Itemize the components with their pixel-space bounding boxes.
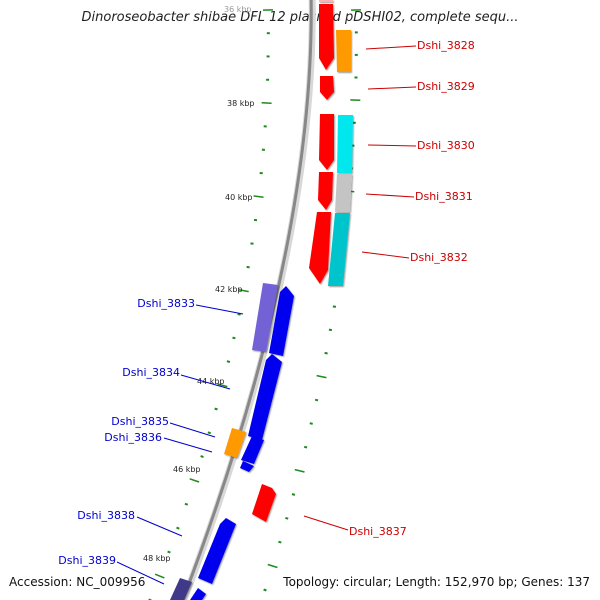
tick-mark (238, 289, 249, 293)
kbp-label-46: 46 kbp (173, 465, 201, 474)
tick-mark (176, 526, 180, 530)
gene-block-teal[interactable] (328, 213, 350, 286)
tick-mark (217, 383, 228, 388)
gene-block-orange-2[interactable] (224, 428, 246, 458)
gene-label-dshi-3831[interactable]: Dshi_3831 (415, 190, 473, 203)
map-title: Dinoroseobacter shibae DFL 12 plasmid pD… (81, 10, 519, 25)
gene-label-dshi-3834[interactable]: Dshi_3834 (122, 366, 180, 379)
gene-label-dshi-3837[interactable]: Dshi_3837 (349, 525, 407, 538)
gene-labels: Dshi_3828 Dshi_3829 Dshi_3830 Dshi_3831 … (58, 39, 474, 567)
gene-label-dshi-3832[interactable]: Dshi_3832 (410, 251, 468, 264)
gene-arrow-red-5[interactable] (318, 172, 333, 210)
gene-label-dshi-3829[interactable]: Dshi_3829 (417, 80, 475, 93)
gene-label-dshi-3830[interactable]: Dshi_3830 (417, 139, 475, 152)
gene-block-orange-1[interactable] (336, 30, 351, 72)
tick-mark (189, 478, 200, 483)
tick-mark (200, 455, 204, 458)
tick-mark (316, 374, 327, 379)
tick-mark (278, 540, 282, 544)
tick-mark (167, 550, 171, 554)
leader-dshi-3834 (180, 374, 231, 390)
leader-dshi-3828 (365, 45, 417, 50)
gene-label-dshi-3836[interactable]: Dshi_3836 (104, 431, 162, 444)
leader-dshi-3832 (361, 251, 410, 259)
kbp-label-44: 44 kbp (197, 377, 225, 386)
gene-arrow-blue-6[interactable] (190, 588, 206, 600)
leader-dshi-3833 (195, 304, 244, 315)
gene-arrow-red-6[interactable] (309, 212, 331, 284)
tick-mark (261, 102, 272, 105)
kbp-label-40: 40 kbp (225, 193, 253, 202)
tick-mark (328, 328, 333, 332)
tick-mark (207, 431, 211, 435)
leader-dshi-3831 (365, 193, 415, 198)
tick-mark (246, 265, 250, 269)
leader-dshi-3837 (303, 515, 349, 531)
gene-arrow-red-4[interactable] (319, 114, 334, 170)
gene-arrow-blue-3[interactable] (241, 436, 264, 464)
tick-mark (294, 468, 305, 473)
accession-label: Accession: NC_009956 (9, 575, 146, 589)
tick-mark (309, 422, 313, 425)
tick-mark (324, 351, 328, 355)
gene-block-purple[interactable] (252, 283, 278, 352)
kbp-scale-labels: 36 kbp 38 kbp 40 kbp 42 kbp 44 kbp 46 kb… (143, 5, 255, 563)
tick-mark (253, 195, 264, 198)
gene-arrow-blue-4[interactable] (240, 461, 254, 472)
kbp-label-48: 48 kbp (143, 554, 171, 563)
gene-label-dshi-3833[interactable]: Dshi_3833 (137, 297, 195, 310)
reverse-strand-genes (170, 283, 294, 600)
leader-dshi-3838 (136, 516, 183, 537)
tick-mark (263, 588, 267, 592)
gene-arrow-red-1[interactable] (319, 0, 333, 2)
leader-dshi-3830 (367, 144, 417, 147)
gene-block-gray[interactable] (335, 174, 352, 212)
tick-mark (226, 360, 231, 363)
leader-dshi-3835 (169, 422, 216, 438)
gene-arrow-blue-5[interactable] (198, 518, 236, 584)
gene-arrow-blue-2[interactable] (248, 354, 282, 440)
tick-mark (332, 305, 337, 308)
forward-strand-genes (252, 0, 353, 522)
gene-arrow-blue-1[interactable] (269, 286, 294, 356)
gene-label-dshi-3835[interactable]: Dshi_3835 (111, 415, 169, 428)
leader-dshi-3839 (116, 561, 165, 585)
gene-block-dark-purple[interactable] (170, 578, 192, 600)
tick-mark (303, 445, 308, 449)
label-leaders (116, 45, 417, 585)
gene-label-dshi-3838[interactable]: Dshi_3838 (77, 509, 135, 522)
tick-mark (184, 502, 189, 506)
gene-block-cyan[interactable] (337, 115, 353, 173)
kbp-label-42: 42 kbp (215, 285, 243, 294)
backbone (181, 0, 313, 600)
tick-mark (267, 563, 278, 569)
tick-mark (154, 573, 165, 579)
gene-arrow-red-7[interactable] (252, 484, 276, 522)
gene-arrow-red-3[interactable] (320, 76, 334, 100)
gene-label-dshi-3828[interactable]: Dshi_3828 (417, 39, 475, 52)
gene-arrow-red-2[interactable] (319, 4, 334, 70)
leader-dshi-3829 (367, 86, 417, 90)
tick-mark (291, 493, 296, 496)
leader-dshi-3836 (163, 437, 213, 453)
topology-label: Topology: circular; Length: 152,970 bp; … (283, 575, 590, 589)
kbp-label-38: 38 kbp (227, 99, 255, 108)
tick-mark (285, 516, 289, 520)
gene-label-dshi-3839[interactable]: Dshi_3839 (58, 554, 116, 567)
kbp-label-36: 36 kbp (224, 5, 252, 14)
tick-mark (232, 336, 236, 340)
tick-mark (237, 313, 241, 316)
tick-mark (314, 398, 319, 402)
tick-mark (214, 407, 218, 411)
